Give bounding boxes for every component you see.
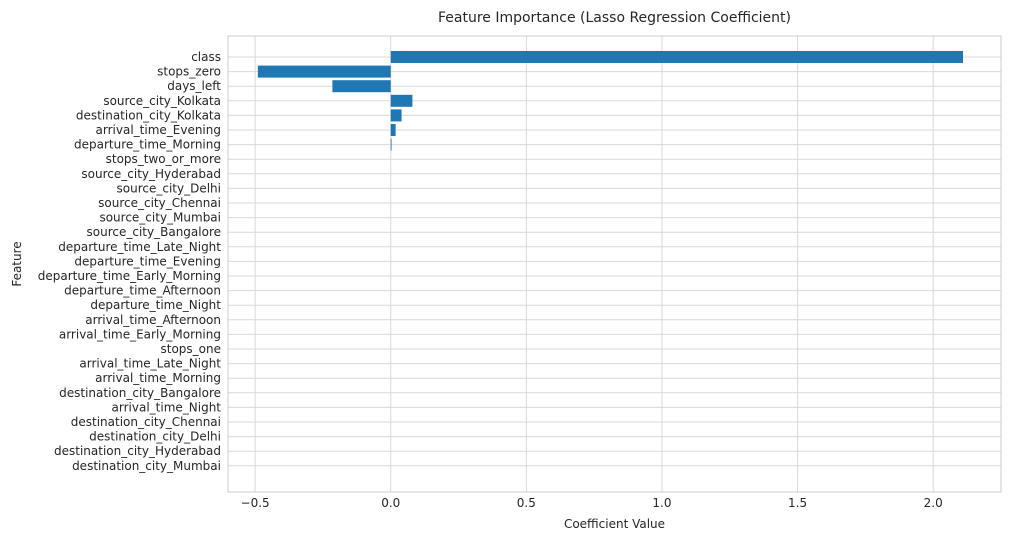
category-label: source_city_Mumbai — [99, 211, 221, 225]
x-tick-labels: −0.5 0.0 0.5 1.0 1.5 2.0 — [241, 496, 943, 510]
category-label: departure_time_Afternoon — [64, 284, 221, 298]
plot-frame — [227, 35, 1002, 493]
x-tick-label: −0.5 — [241, 496, 270, 510]
category-label: source_city_Bangalore — [87, 225, 221, 239]
category-label: destination_city_Hyderabad — [54, 444, 221, 458]
category-label: destination_city_Chennai — [71, 415, 221, 429]
category-label: destination_city_Bangalore — [59, 386, 221, 400]
category-label: arrival_time_Afternoon — [85, 313, 221, 327]
bar — [257, 65, 391, 78]
category-label: stops_one — [161, 342, 222, 356]
x-axis-title: Coefficient Value — [564, 517, 665, 531]
category-label: departure_time_Night — [90, 298, 221, 312]
category-label: arrival_time_Early_Morning — [59, 327, 221, 341]
category-label: source_city_Kolkata — [103, 94, 221, 108]
bar — [390, 94, 413, 107]
y-gridlines — [228, 56, 1001, 467]
x-tick-label: 0.0 — [381, 496, 400, 510]
category-label: destination_city_Mumbai — [72, 459, 221, 473]
category-label: arrival_time_Late_Night — [79, 357, 221, 371]
category-label: arrival_time_Evening — [96, 123, 221, 137]
chart-title: Feature Importance (Lasso Regression Coe… — [438, 10, 791, 26]
x-tick-label: 1.0 — [652, 496, 671, 510]
bar — [390, 138, 392, 151]
category-label: destination_city_Delhi — [89, 430, 221, 444]
category-label: source_city_Hyderabad — [81, 167, 221, 181]
category-label: arrival_time_Morning — [95, 371, 221, 385]
category-label: source_city_Chennai — [98, 196, 221, 210]
category-label: arrival_time_Night — [112, 400, 222, 414]
category-label: destination_city_Kolkata — [76, 108, 221, 122]
category-label: departure_time_Late_Night — [58, 240, 221, 254]
bar — [332, 80, 391, 93]
bar — [390, 109, 402, 122]
x-tick-label: 0.5 — [517, 496, 536, 510]
category-label: source_city_Delhi — [117, 181, 221, 195]
category-label: stops_two_or_more — [106, 152, 221, 166]
category-label: departure_time_Early_Morning — [38, 269, 221, 283]
x-tick-label: 1.5 — [788, 496, 807, 510]
y-category-labels: classstops_zerodays_leftsource_city_Kolk… — [38, 50, 222, 473]
x-tick-label: 2.0 — [924, 496, 943, 510]
category-label: departure_time_Morning — [74, 138, 221, 152]
category-label: stops_zero — [157, 65, 221, 79]
category-label: departure_time_Evening — [74, 254, 221, 268]
bars — [257, 51, 964, 151]
category-label: class — [191, 50, 221, 64]
y-axis-title: Feature — [10, 241, 24, 286]
bar — [390, 124, 396, 136]
x-gridlines — [254, 36, 934, 492]
bar — [390, 51, 964, 63]
category-label: days_left — [167, 79, 221, 93]
